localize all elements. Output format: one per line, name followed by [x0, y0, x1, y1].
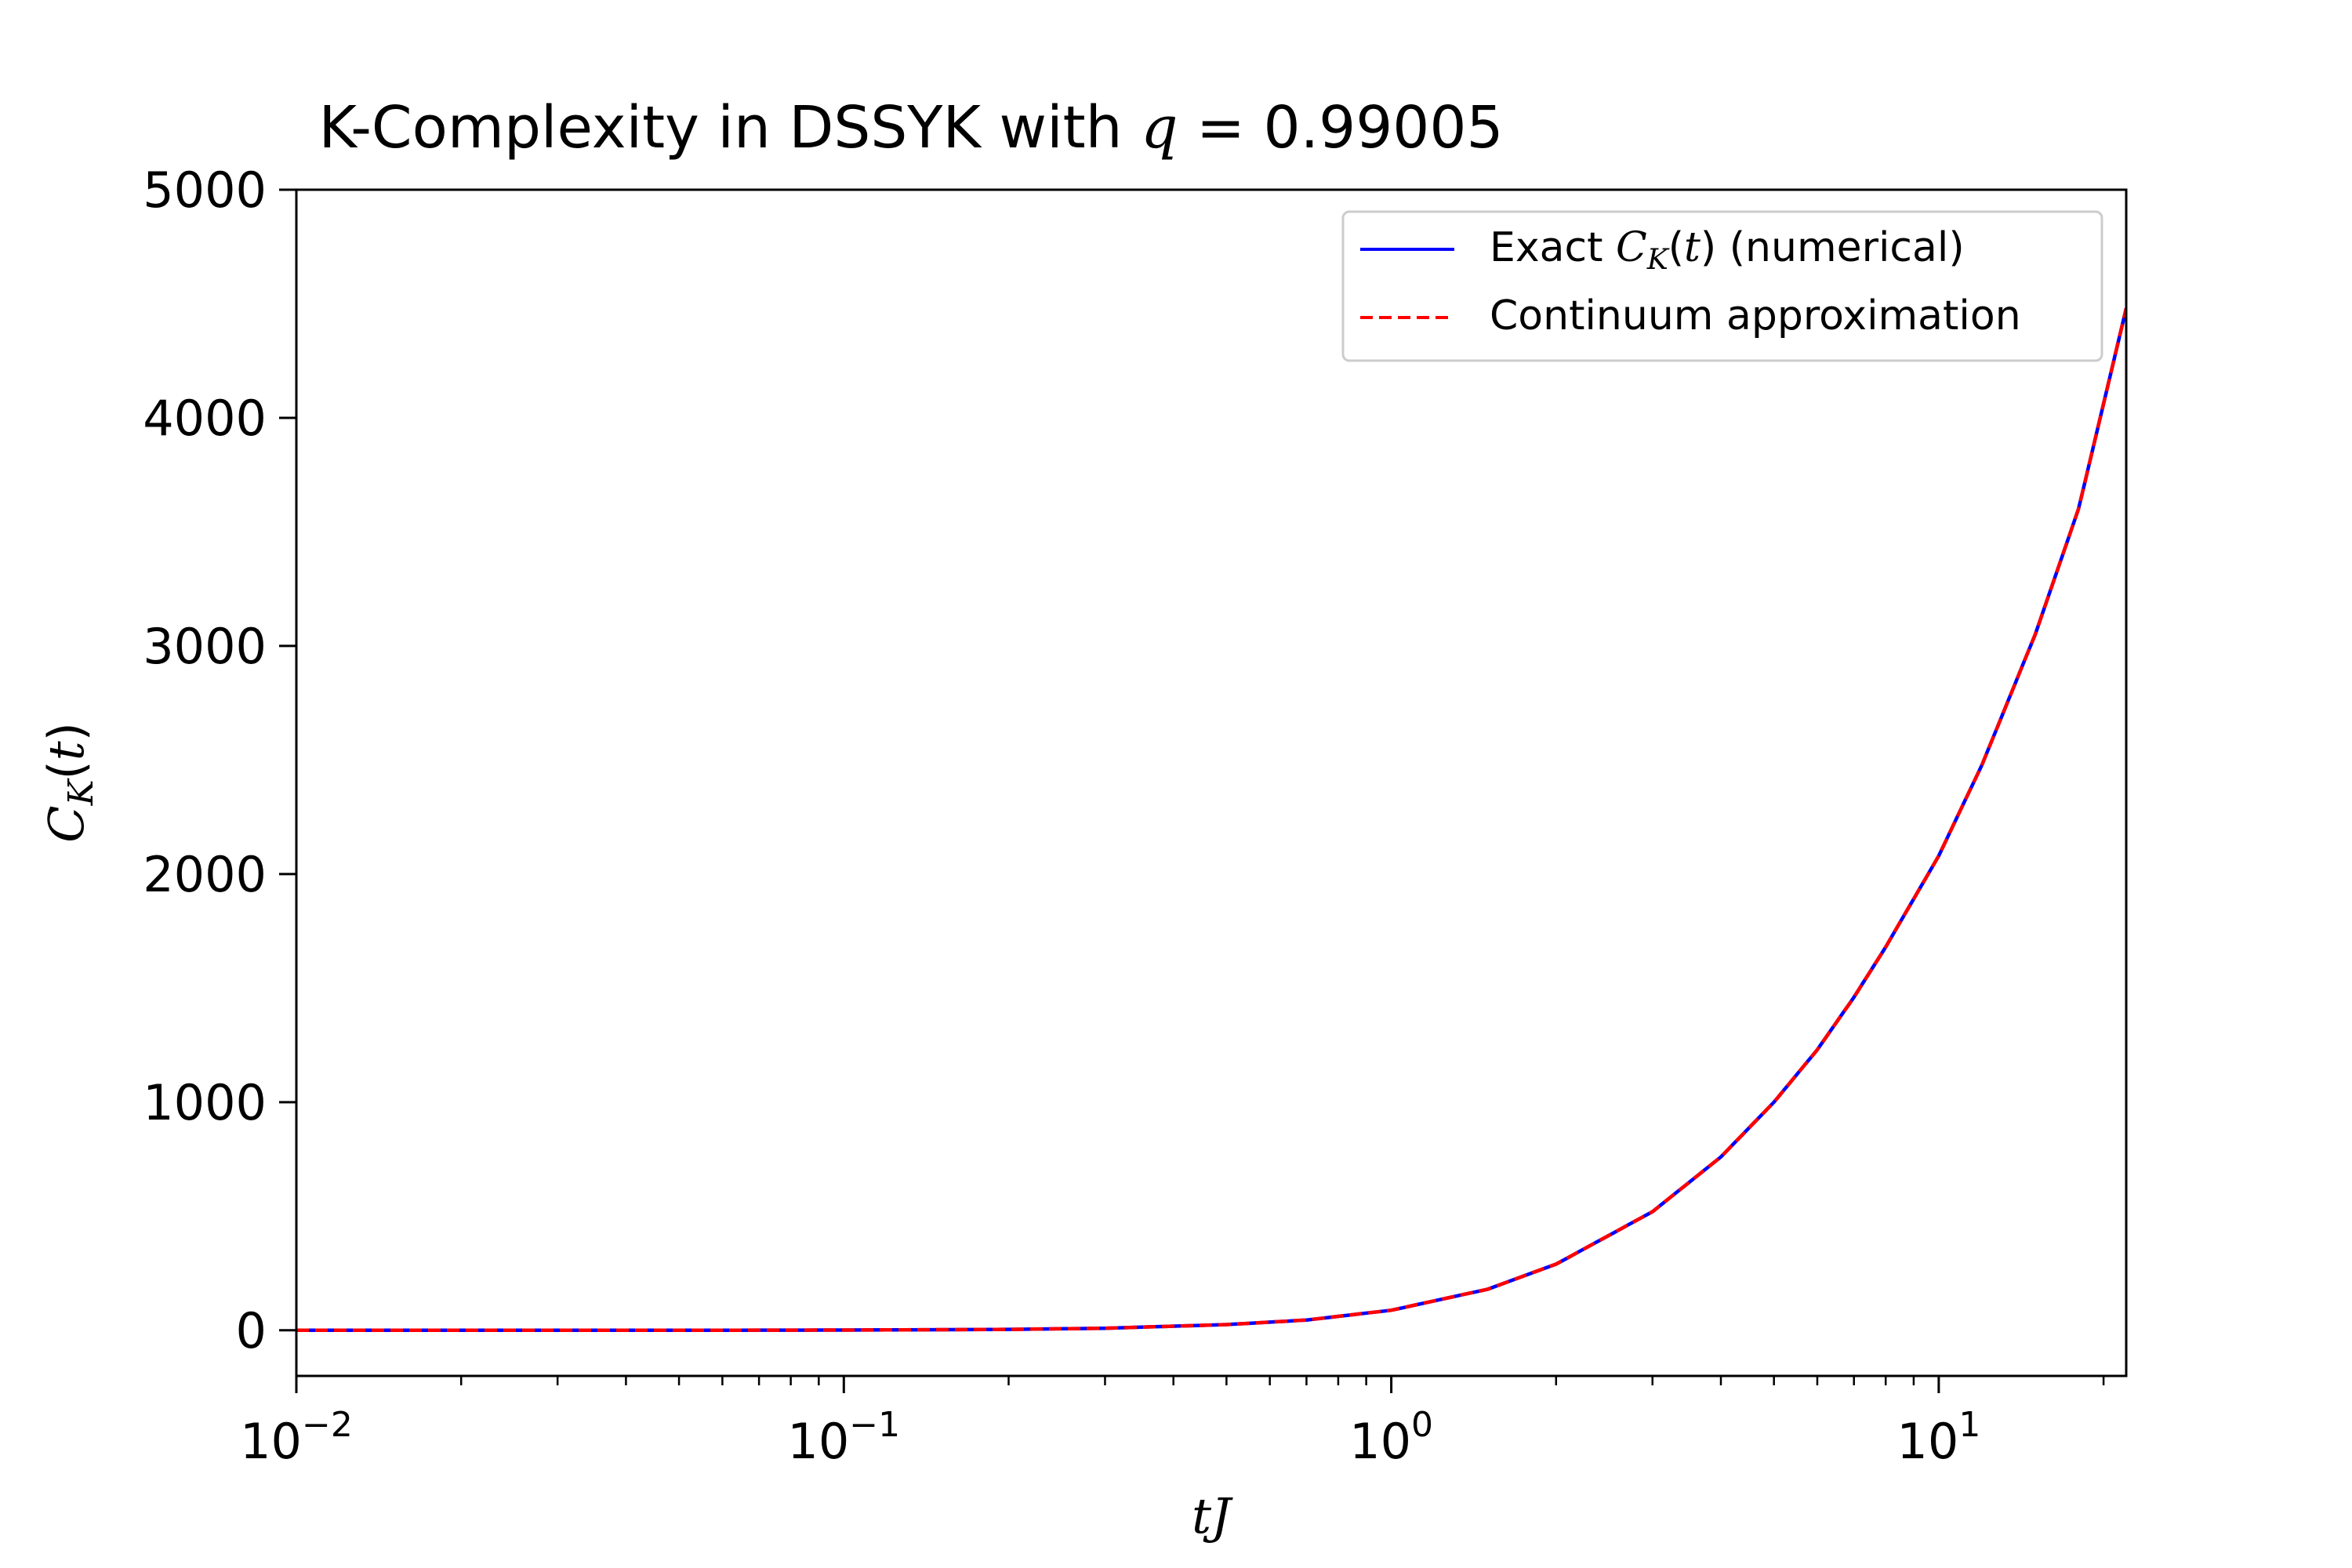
- y-tick-label: 3000: [143, 618, 267, 675]
- x-minor-ticks: [459, 1376, 2105, 1385]
- legend-box: [1341, 210, 2103, 362]
- x-tick-label: 101: [1896, 1405, 1980, 1470]
- legend-label-continuum: Continuum approximation: [1490, 292, 2021, 339]
- chart-title: K-Complexity in DSSYK with q = 0.99005: [318, 94, 1503, 162]
- x-tick-label: 10−1: [787, 1405, 900, 1470]
- x-tick-label: 100: [1349, 1405, 1433, 1470]
- x-tick-label: 10−2: [240, 1405, 353, 1470]
- legend: Exact CK(t) (numerical) Continuum approx…: [1341, 210, 2103, 362]
- x-axis-ticks: 10−2 10−1 100 101: [240, 1376, 1980, 1470]
- y-tick-label: 4000: [143, 390, 267, 447]
- y-tick-label: 1000: [143, 1074, 267, 1131]
- y-axis-ticks: 0 1000 2000 3000 4000 5000: [143, 162, 296, 1359]
- y-tick-label: 5000: [143, 162, 267, 219]
- y-axis-label: CK(t): [38, 722, 101, 843]
- series-line-exact: [296, 307, 2126, 1333]
- legend-label-exact: Exact CK(t) (numerical): [1490, 224, 1965, 276]
- y-tick-label: 2000: [143, 846, 267, 903]
- y-tick-label: 0: [236, 1302, 267, 1359]
- series-line-continuum: [296, 307, 2126, 1333]
- x-axis-label: tJ: [1192, 1487, 1233, 1544]
- series-lines: [296, 307, 2126, 1333]
- plot-frame: [295, 188, 2128, 1377]
